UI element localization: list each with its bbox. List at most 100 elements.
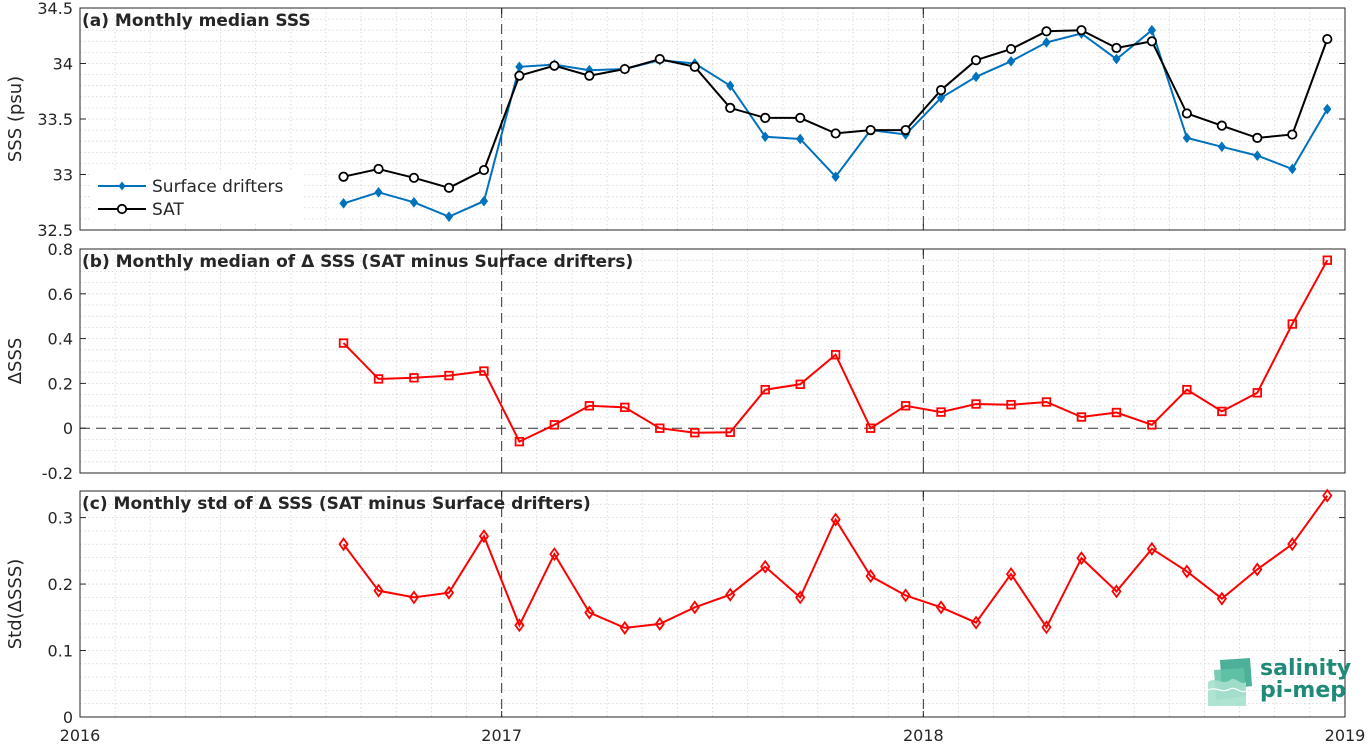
- data-point: [619, 63, 630, 75]
- data-point: [690, 427, 700, 438]
- data-point: [1217, 406, 1227, 417]
- y-tick-label: 0.2: [48, 575, 73, 594]
- x-tick-label: 2017: [481, 726, 522, 745]
- data-point: [479, 195, 489, 207]
- data-point: [1181, 564, 1192, 579]
- data-point: [1112, 53, 1121, 65]
- data-point: [549, 420, 560, 430]
- series-1: [338, 25, 1333, 193]
- data-point: [1041, 397, 1052, 407]
- data-point: [760, 384, 770, 395]
- data-point: [444, 370, 454, 381]
- data-point: [479, 366, 489, 376]
- data-point: [970, 615, 982, 630]
- data-point: [795, 590, 806, 605]
- x-tick-label: 2016: [60, 726, 101, 745]
- y-axis-label: ΔSSS: [5, 338, 26, 385]
- data-point: [478, 529, 490, 544]
- data-point: [1253, 150, 1262, 161]
- data-point: [584, 605, 595, 620]
- data-point: [865, 125, 876, 136]
- y-tick-label: 0.1: [48, 642, 73, 661]
- data-point: [478, 164, 490, 176]
- data-point: [935, 85, 947, 96]
- data-point: [1322, 488, 1333, 503]
- y-tick-label: 33: [53, 166, 73, 185]
- data-point: [830, 350, 841, 360]
- data-point: [1041, 620, 1052, 635]
- data-point: [549, 60, 560, 71]
- data-point: [865, 423, 876, 433]
- data-point: [760, 559, 771, 574]
- y-tick-label: 0.8: [48, 240, 73, 259]
- logo-text-pi-mep: pi-mep: [1260, 678, 1347, 703]
- data-point: [761, 131, 770, 143]
- y-tick-label: 34: [53, 55, 73, 74]
- y-axis-label: Std(ΔSSS): [5, 559, 26, 650]
- data-point: [1147, 24, 1157, 36]
- data-point: [830, 512, 841, 527]
- data-point: [900, 125, 911, 136]
- x-tick-label: 2019: [1325, 726, 1366, 745]
- data-point: [549, 547, 560, 562]
- data-point: [760, 112, 771, 123]
- legend-marker: [116, 203, 128, 215]
- data-point: [1288, 163, 1297, 175]
- data-point: [1287, 537, 1298, 552]
- panel-c-std-delta-sss: 0 0.1 0.2 0.3 Std(ΔSSS) (c) Monthly std of Δ …: [5, 488, 1346, 727]
- data-point: [726, 80, 735, 92]
- data-point: [514, 618, 525, 633]
- data-point: [620, 402, 630, 413]
- salinity-pi-mep-logo: salinity pi-mep: [1206, 656, 1351, 708]
- data-point: [338, 537, 349, 552]
- data-point: [1182, 132, 1192, 144]
- data-point: [1252, 562, 1263, 577]
- data-point: [1076, 551, 1087, 566]
- data-point: [1323, 103, 1332, 115]
- series-0: [338, 255, 1332, 447]
- data-point: [374, 186, 383, 198]
- y-axis-label: SSS (psu): [5, 76, 26, 162]
- y-tick-label: 0.6: [48, 285, 73, 304]
- legend-label: SAT: [152, 200, 184, 220]
- y-tick-label: 0.2: [48, 374, 73, 393]
- x-tick-label: 2018: [903, 726, 944, 745]
- y-tick-label: 34.5: [37, 0, 73, 18]
- data-point: [689, 600, 700, 615]
- data-point: [1111, 42, 1122, 54]
- legend: Surface drifters SAT: [92, 172, 302, 224]
- data-point: [654, 616, 665, 631]
- data-point: [900, 401, 911, 411]
- data-point: [1217, 141, 1227, 153]
- data-point: [1287, 129, 1298, 140]
- data-point: [443, 585, 455, 600]
- data-point: [971, 71, 981, 83]
- data-point: [1076, 25, 1087, 36]
- data-point: [795, 379, 805, 389]
- data-point: [1005, 567, 1017, 582]
- data-point: [584, 401, 595, 411]
- data-point: [796, 133, 805, 145]
- data-point: [1147, 420, 1157, 430]
- data-point: [1181, 108, 1192, 119]
- data-point: [1042, 37, 1051, 48]
- data-point: [1146, 541, 1157, 556]
- data-point: [409, 373, 419, 383]
- data-point: [654, 53, 665, 65]
- data-point: [373, 163, 384, 175]
- panel-title: (c) Monthly std of Δ SSS (SAT minus Surf…: [82, 494, 591, 514]
- data-point: [1216, 120, 1227, 131]
- y-tick-label: 0: [63, 419, 73, 438]
- data-point: [409, 196, 419, 208]
- data-point: [1146, 36, 1157, 47]
- y-tick-label: 0.4: [48, 330, 73, 349]
- legend-box: [92, 172, 302, 224]
- data-point: [935, 600, 947, 615]
- data-point: [443, 182, 455, 193]
- data-point: [1006, 399, 1016, 410]
- x-axis: 2016 2017 2018 2019: [60, 726, 1366, 745]
- y-tick-label: 33.5: [37, 110, 73, 129]
- data-point: [970, 55, 982, 66]
- data-point: [1041, 26, 1052, 37]
- data-point: [1287, 319, 1297, 329]
